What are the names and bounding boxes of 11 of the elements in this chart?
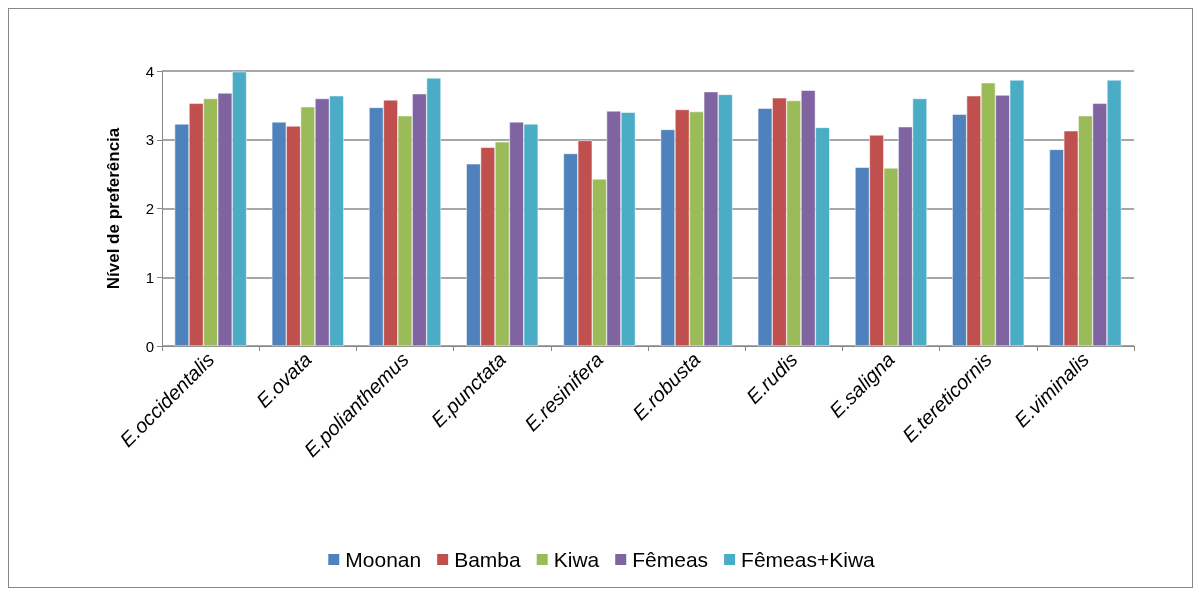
y-tick-label: 1: [145, 268, 154, 286]
y-tick-label: 2: [145, 200, 154, 217]
y-tick-label: 3: [145, 131, 154, 149]
legend-label: Kiwa: [553, 548, 600, 571]
y-tick-label: 4: [145, 62, 154, 80]
legend-label: Bamba: [454, 548, 522, 571]
legend-label: Moonan: [345, 548, 422, 571]
legend-label: Fêmeas+Kiwa: [741, 548, 876, 571]
y-tick-label: 0: [145, 337, 154, 355]
y-axis-title: Nível de preferência: [104, 127, 123, 290]
legend-label: Fêmeas: [632, 548, 709, 571]
